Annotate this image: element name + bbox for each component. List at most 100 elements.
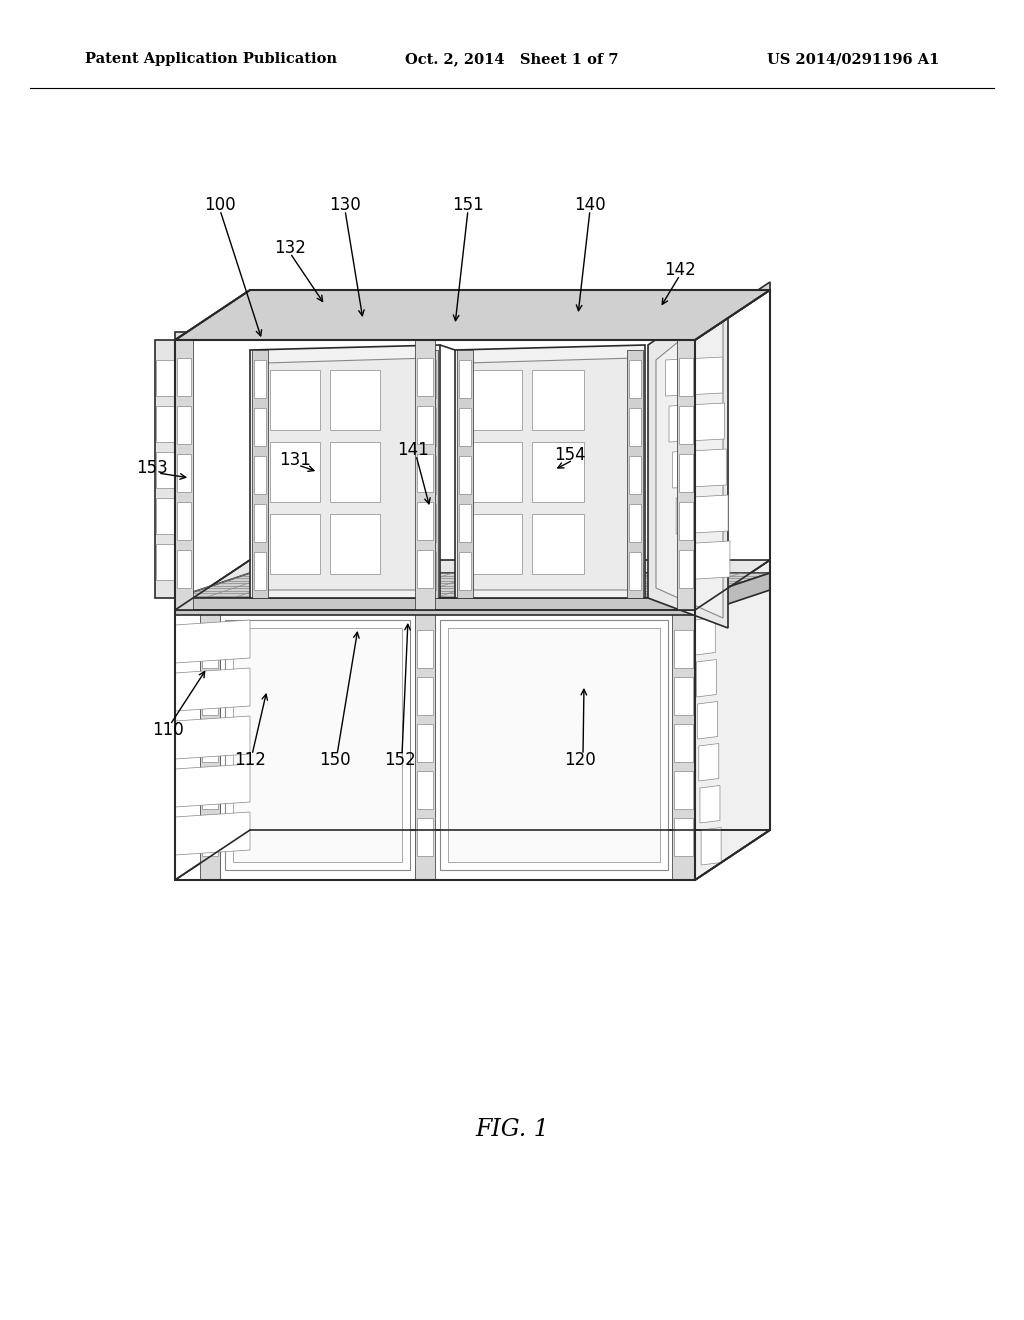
Polygon shape: [330, 370, 380, 430]
Polygon shape: [532, 513, 584, 574]
Text: 110: 110: [153, 721, 184, 739]
Polygon shape: [330, 513, 380, 574]
Polygon shape: [470, 513, 522, 574]
Polygon shape: [270, 442, 319, 502]
Polygon shape: [417, 723, 433, 762]
Polygon shape: [676, 495, 728, 535]
Polygon shape: [417, 407, 433, 444]
Polygon shape: [696, 660, 717, 697]
Polygon shape: [424, 360, 436, 399]
Polygon shape: [175, 573, 770, 598]
Polygon shape: [629, 455, 641, 494]
Text: Oct. 2, 2014   Sheet 1 of 7: Oct. 2, 2014 Sheet 1 of 7: [406, 53, 618, 66]
Polygon shape: [677, 341, 695, 610]
Polygon shape: [424, 408, 436, 446]
Text: 112: 112: [234, 751, 266, 770]
Polygon shape: [674, 723, 693, 762]
Text: 154: 154: [554, 446, 586, 465]
Polygon shape: [270, 370, 319, 430]
Polygon shape: [455, 345, 645, 598]
Polygon shape: [417, 502, 433, 540]
Polygon shape: [225, 620, 410, 870]
Text: FIG. 1: FIG. 1: [475, 1118, 549, 1142]
Polygon shape: [697, 701, 718, 739]
Polygon shape: [175, 610, 695, 880]
Polygon shape: [156, 360, 174, 396]
Polygon shape: [177, 550, 191, 587]
Polygon shape: [629, 360, 641, 399]
Polygon shape: [417, 818, 433, 855]
Polygon shape: [202, 630, 218, 668]
Polygon shape: [459, 408, 471, 446]
Polygon shape: [666, 356, 723, 396]
Polygon shape: [202, 771, 218, 809]
Polygon shape: [701, 828, 721, 865]
Polygon shape: [415, 341, 435, 610]
Polygon shape: [175, 560, 250, 880]
Polygon shape: [700, 785, 720, 822]
Polygon shape: [629, 504, 641, 543]
Polygon shape: [177, 407, 191, 444]
Text: 150: 150: [319, 751, 351, 770]
Polygon shape: [177, 358, 191, 396]
Polygon shape: [417, 454, 433, 492]
Polygon shape: [202, 818, 218, 855]
Polygon shape: [470, 370, 522, 430]
Polygon shape: [175, 764, 250, 807]
Polygon shape: [417, 677, 433, 715]
Polygon shape: [673, 449, 726, 488]
Polygon shape: [449, 628, 660, 862]
Polygon shape: [175, 560, 770, 610]
Polygon shape: [656, 305, 723, 618]
Polygon shape: [424, 455, 436, 494]
Polygon shape: [470, 442, 522, 502]
Polygon shape: [156, 498, 174, 535]
Text: 152: 152: [384, 751, 416, 770]
Polygon shape: [422, 350, 438, 598]
Polygon shape: [265, 358, 430, 590]
Polygon shape: [156, 544, 174, 579]
Polygon shape: [674, 677, 693, 715]
Polygon shape: [417, 358, 433, 396]
Text: US 2014/0291196 A1: US 2014/0291196 A1: [767, 53, 939, 66]
Polygon shape: [629, 408, 641, 446]
Polygon shape: [155, 341, 175, 598]
Polygon shape: [177, 454, 191, 492]
Polygon shape: [254, 504, 266, 543]
Polygon shape: [679, 550, 693, 587]
Polygon shape: [417, 771, 433, 809]
Polygon shape: [424, 552, 436, 590]
Polygon shape: [175, 620, 250, 663]
Polygon shape: [175, 290, 770, 341]
Polygon shape: [424, 504, 436, 543]
Text: 153: 153: [136, 459, 168, 477]
Text: 142: 142: [665, 261, 696, 279]
Polygon shape: [440, 620, 668, 870]
Polygon shape: [669, 403, 725, 442]
Polygon shape: [695, 618, 716, 655]
Polygon shape: [202, 723, 218, 762]
Polygon shape: [250, 345, 440, 598]
Polygon shape: [459, 504, 471, 543]
Polygon shape: [674, 771, 693, 809]
Polygon shape: [680, 541, 730, 579]
Polygon shape: [202, 677, 218, 715]
Polygon shape: [457, 350, 473, 598]
Polygon shape: [254, 408, 266, 446]
Polygon shape: [330, 442, 380, 502]
Polygon shape: [254, 360, 266, 399]
Text: 130: 130: [329, 195, 360, 214]
Text: 131: 131: [280, 451, 311, 469]
Polygon shape: [415, 610, 435, 880]
Polygon shape: [417, 630, 433, 668]
Polygon shape: [175, 668, 250, 711]
Polygon shape: [648, 290, 728, 628]
Polygon shape: [695, 282, 770, 341]
Polygon shape: [695, 560, 770, 880]
Text: 140: 140: [574, 195, 606, 214]
Polygon shape: [233, 628, 402, 862]
Polygon shape: [252, 350, 268, 598]
Polygon shape: [467, 358, 635, 590]
Text: 120: 120: [564, 751, 596, 770]
Polygon shape: [156, 451, 174, 488]
